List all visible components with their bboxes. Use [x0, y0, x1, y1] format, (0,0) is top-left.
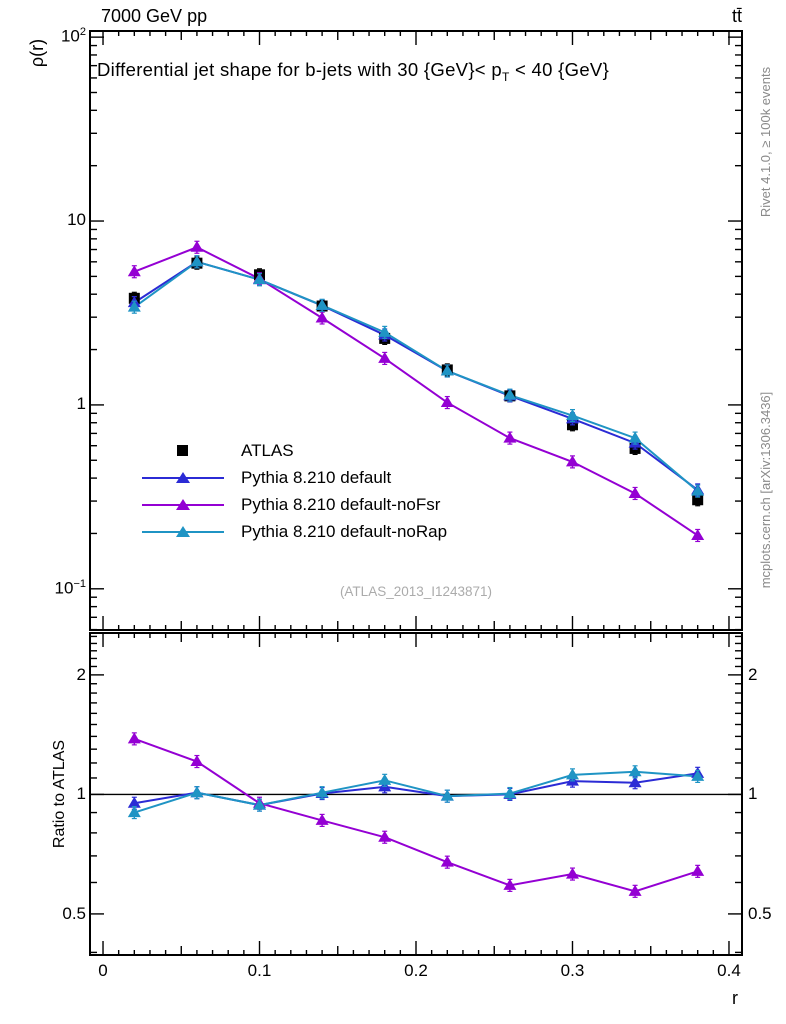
analysis-watermark: (ATLAS_2013_I1243871) — [339, 584, 493, 599]
ratio-y-tick-label-right: 1 — [748, 784, 758, 804]
legend-label: Pythia 8.210 default-noRap — [241, 521, 448, 541]
pythia-norap-marker-icon — [140, 518, 228, 545]
x-tick-label: 0.1 — [247, 961, 272, 980]
pythia-nofsr-marker-icon — [140, 491, 228, 518]
legend-item-pythia-nofsr: Pythia 8.210 default-noFsr — [140, 491, 447, 518]
pythia-default-marker-icon — [140, 464, 228, 491]
legend-label: ATLAS — [241, 440, 294, 460]
process-label: tt̄ — [731, 6, 742, 26]
x-tick-label: 0.2 — [404, 961, 428, 980]
x-tick-label: 0 — [98, 961, 108, 980]
legend-label: Pythia 8.210 default-noFsr — [241, 494, 441, 514]
legend-item-pythia-default: Pythia 8.210 default — [140, 464, 447, 491]
plot-title-sub: T — [501, 70, 510, 84]
beam-energy-label: 7000 GeV pp — [101, 6, 208, 26]
ratio-y-tick-label-right: 2 — [748, 664, 758, 684]
mcplots-source-label: mcplots.cern.ch [arXiv:1306.3436] — [758, 391, 773, 589]
main-y-tick-label: 10 — [67, 210, 86, 230]
main-y-tick-label: 102 — [60, 26, 86, 46]
plot-title-post: < 40 {GeV} — [509, 59, 610, 80]
legend: ATLAS Pythia 8.210 default Pythia 8.210 … — [140, 437, 447, 545]
ratio-y-tick-label-left: 0.5 — [62, 903, 86, 923]
rivet-version-label: Rivet 4.1.0, ≥ 100k events — [758, 66, 773, 218]
x-tick-label: 0.3 — [560, 961, 585, 980]
legend-item-pythia-norap: Pythia 8.210 default-noRap — [140, 518, 447, 545]
atlas-marker-icon — [140, 437, 228, 464]
main-y-tick-label: 10−1 — [54, 577, 86, 598]
ratio-y-tick-label-right: 0.5 — [748, 903, 772, 923]
ratio-y-tick-label-left: 1 — [76, 784, 86, 804]
legend-item-atlas: ATLAS — [140, 437, 447, 464]
x-axis-label: r — [732, 988, 738, 1008]
ratio-y-tick-label-left: 2 — [76, 664, 86, 684]
legend-label: Pythia 8.210 default — [241, 467, 392, 487]
x-tick-label: 0.4 — [717, 961, 741, 980]
main-y-tick-label: 1 — [76, 393, 86, 413]
plot-title-pre: Differential jet shape for b-jets with 3… — [97, 59, 502, 80]
plot-title: Differential jet shape for b-jets with 3… — [97, 59, 742, 84]
